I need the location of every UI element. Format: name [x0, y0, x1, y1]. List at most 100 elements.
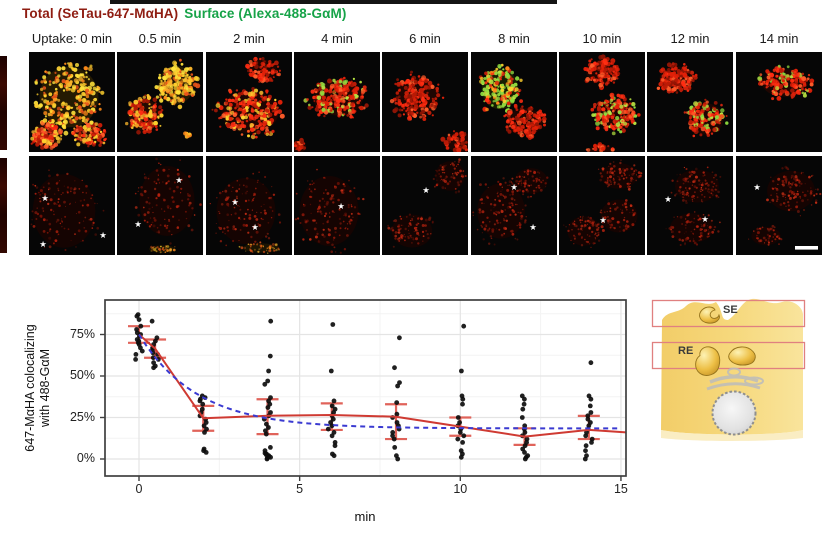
y-tick-label: 75%	[69, 326, 95, 341]
data-point	[329, 403, 335, 409]
data-point	[325, 426, 331, 432]
data-point	[262, 448, 268, 454]
microscopy-panel-merge-14min	[736, 52, 822, 152]
data-point	[332, 440, 338, 445]
cell-body	[661, 298, 803, 435]
microscopy-panel-merge-12min	[647, 52, 733, 152]
microscopy-panel-surface-0.5min: ★ ★	[117, 156, 203, 255]
mean-line	[138, 333, 627, 438]
x-tick-label: 15	[613, 482, 628, 496]
asterisk-marker: ★	[41, 194, 49, 204]
asterisk-marker: ★	[39, 240, 47, 250]
data-point	[461, 433, 467, 439]
data-point	[392, 365, 397, 371]
asterisk-marker: ★	[231, 198, 239, 208]
data-point	[133, 357, 139, 362]
data-point	[392, 445, 398, 450]
asterisk-marker: ★	[251, 223, 259, 233]
data-point	[135, 312, 141, 317]
y-tick-label: 25%	[69, 409, 95, 424]
data-point	[268, 395, 273, 400]
asterisk-marker: ★	[701, 215, 709, 225]
asterisk-marker: ★	[134, 220, 142, 230]
data-point	[459, 368, 464, 374]
data-point	[331, 430, 337, 435]
data-point	[397, 380, 402, 385]
data-point	[394, 420, 400, 425]
microscopy-panel-merge-0min	[29, 52, 115, 152]
surface-channel-label: Surface (Alexa-488-GαM)	[184, 6, 347, 21]
data-point	[199, 406, 205, 412]
data-point	[330, 322, 336, 327]
microscopy-panel-surface-2min: ★ ★	[206, 156, 292, 255]
microscopy-panel-surface-4min: ★	[294, 156, 380, 255]
cell-diagram: SE RE	[650, 290, 834, 445]
data-point	[265, 378, 271, 384]
data-point	[266, 368, 271, 374]
recycling-endosome-2	[728, 346, 756, 366]
data-point	[521, 401, 527, 407]
data-point	[394, 411, 400, 417]
data-point	[328, 420, 333, 425]
data-point	[134, 327, 140, 332]
golgi-apparatus	[706, 367, 764, 391]
uptake-time-label: 14 min	[759, 31, 799, 46]
data-point	[461, 323, 467, 329]
uptake-time-label: 10 min	[582, 31, 622, 46]
data-point	[584, 453, 589, 459]
data-point	[263, 428, 268, 434]
asterisk-marker: ★	[753, 183, 761, 193]
left-crop-artifact	[0, 56, 7, 150]
asterisk-marker: ★	[510, 183, 518, 193]
data-point	[394, 400, 400, 405]
data-point	[268, 445, 273, 450]
data-point	[519, 415, 525, 420]
data-point	[522, 423, 528, 429]
re-zone-box	[651, 341, 806, 370]
asterisk-marker: ★	[664, 195, 672, 205]
data-point	[136, 317, 142, 322]
data-point	[519, 393, 525, 399]
se-zone-box	[651, 299, 806, 328]
microscopy-panel-merge-2min	[206, 52, 292, 152]
asterisk-marker: ★	[422, 186, 430, 196]
total-channel-label: Total (SeTau-647-MαHA)	[22, 6, 179, 21]
uptake-time-label: 2 min	[233, 31, 265, 46]
top-crop-artifact	[110, 0, 557, 4]
data-point	[332, 406, 338, 412]
data-point	[588, 420, 593, 425]
microscopy-panel-merge-6min	[382, 52, 468, 152]
cell-diagram-graphic	[651, 298, 806, 441]
data-point	[397, 335, 402, 341]
data-point	[589, 436, 595, 442]
microscopy-panel-merge-10min	[559, 52, 645, 152]
data-point	[586, 393, 592, 399]
data-point	[588, 410, 594, 415]
microscopy-panel-surface-8min: ★ ★	[471, 156, 557, 255]
data-point	[151, 360, 157, 366]
uptake-time-label: Uptake: 0 min	[31, 31, 113, 46]
data-point	[585, 416, 591, 422]
data-point	[390, 430, 396, 435]
data-point	[331, 398, 337, 404]
asterisk-marker: ★	[337, 202, 345, 212]
data-point	[262, 381, 268, 387]
data-point	[330, 451, 335, 457]
data-point	[394, 453, 399, 459]
microscopy-panel-merge-0.5min	[117, 52, 203, 152]
data-point	[583, 443, 589, 449]
y-tick-label: 50%	[69, 368, 95, 382]
data-point	[154, 335, 160, 341]
x-tick-label: 5	[296, 482, 304, 496]
data-point	[455, 415, 461, 420]
uptake-time-label: 12 min	[670, 31, 710, 46]
microscopy-panel-surface-0min: ★ ★ ★	[29, 156, 115, 255]
colocalization-chart: 75% 50% 25% 0% 0 5 10 15 min	[0, 288, 660, 547]
data-point	[520, 446, 526, 452]
microscopy-panel-merge-4min	[294, 52, 380, 152]
data-point	[457, 420, 462, 425]
data-point	[264, 421, 269, 427]
data-point	[520, 406, 526, 412]
re-label: RE	[678, 345, 694, 357]
